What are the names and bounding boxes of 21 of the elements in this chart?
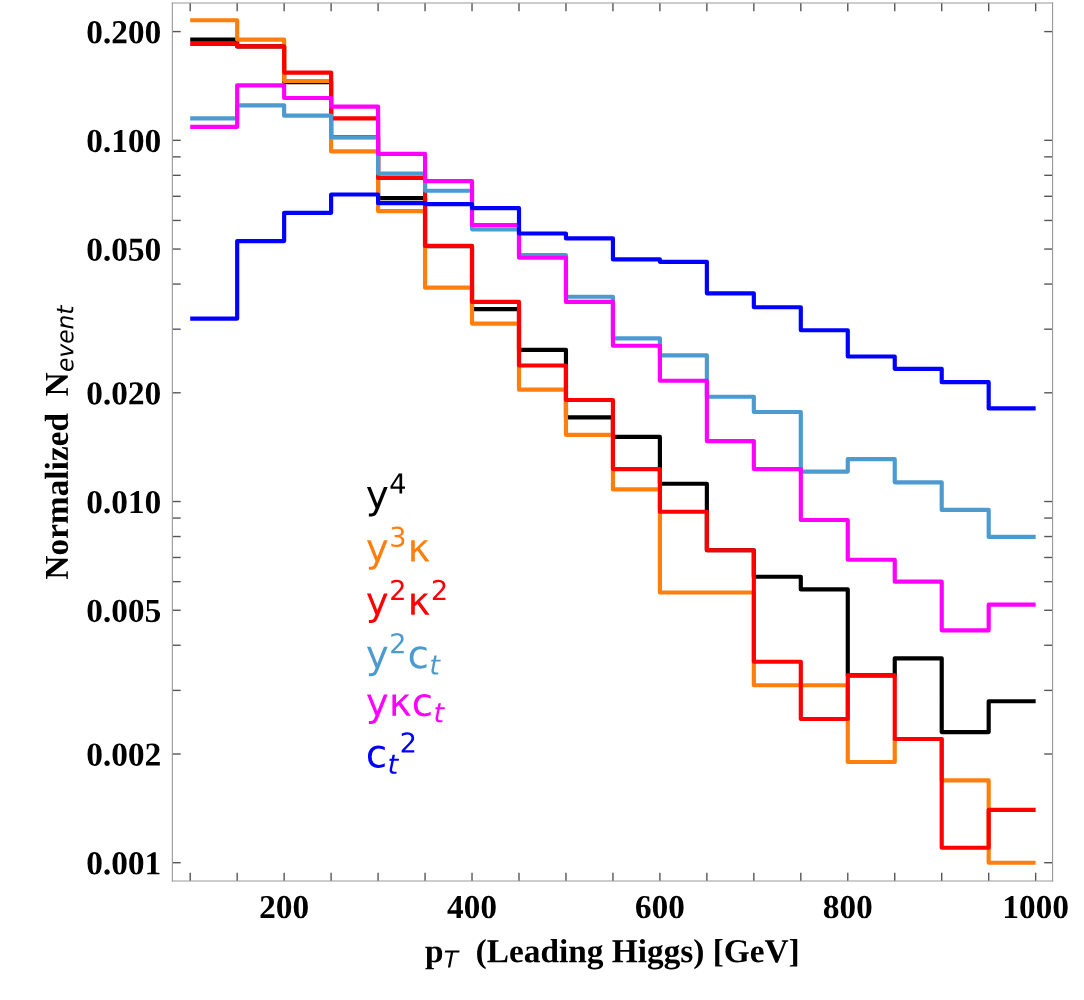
x-axis-title: p$_{T}$ (Leading Higgs) [GeV] (425, 939, 798, 970)
x-tick-label: 400 (447, 895, 496, 919)
y-tick-label: 0.005 (87, 599, 161, 623)
y-tick-label: 0.200 (87, 21, 160, 44)
y-tick-label: 0.100 (87, 129, 160, 153)
y-tick-label: 0.050 (87, 238, 160, 262)
x-tick-label: 1000 (1004, 895, 1068, 919)
y-tick-label: 0.002 (87, 743, 160, 767)
text: y$^{3}$κ (366, 526, 430, 570)
y-tick-label: 0.020 (87, 382, 160, 405)
y-tick-label: 0.001 (87, 852, 160, 875)
text: yκc$_{t}$ (366, 694, 445, 724)
x-tick-label: 600 (636, 895, 684, 919)
text: y$^{2}$c$_{t}$ (366, 633, 441, 677)
text: y$^{2}$κ$^{2}$ (366, 579, 446, 623)
y-tick-label: 0.010 (87, 490, 160, 514)
text: c$_{t}$$^{2}$ (367, 732, 415, 774)
x-tick-label: 800 (823, 895, 872, 919)
y-axis-title: Normalized N$_{event}$ (44, 304, 74, 580)
text: y$^{4}$ (366, 473, 405, 517)
x-tick-label: 200 (260, 895, 308, 919)
